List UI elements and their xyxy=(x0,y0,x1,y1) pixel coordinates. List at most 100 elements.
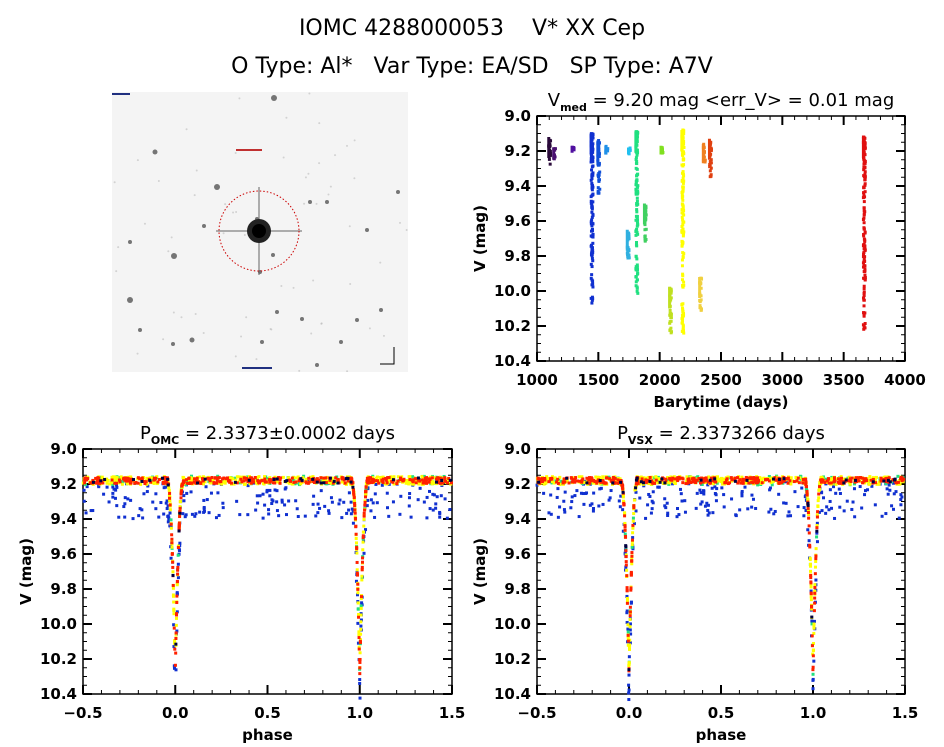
data-point xyxy=(699,491,703,495)
data-point xyxy=(319,481,323,485)
data-point xyxy=(635,159,639,163)
x-tick-label: 0.0 xyxy=(616,704,643,722)
data-point xyxy=(597,504,601,508)
data-point xyxy=(585,481,589,485)
data-point xyxy=(117,478,121,482)
data-point xyxy=(358,678,362,682)
data-point xyxy=(273,488,277,492)
data-point xyxy=(145,490,149,494)
data-point xyxy=(764,478,768,482)
data-point xyxy=(858,476,862,480)
data-point xyxy=(646,503,650,507)
image-label-mark xyxy=(112,93,130,95)
data-point xyxy=(412,482,416,486)
data-point xyxy=(806,511,810,515)
data-point xyxy=(280,500,284,504)
data-point xyxy=(668,328,672,332)
data-point xyxy=(334,481,338,485)
data-point xyxy=(676,476,680,480)
data-point xyxy=(681,319,685,323)
data-point xyxy=(181,475,185,479)
data-point xyxy=(91,509,95,513)
data-point xyxy=(547,511,551,515)
data-point xyxy=(268,494,272,498)
data-point xyxy=(707,475,711,479)
data-point xyxy=(623,532,627,536)
data-point xyxy=(682,157,686,161)
data-point xyxy=(759,479,763,483)
data-point xyxy=(626,250,630,254)
data-point xyxy=(175,612,179,616)
data-point xyxy=(330,500,334,504)
data-point xyxy=(94,476,98,480)
data-point xyxy=(360,595,364,599)
data-point xyxy=(807,516,811,520)
data-point xyxy=(129,475,133,479)
sky-image-canvas xyxy=(112,92,408,372)
data-point xyxy=(709,161,713,165)
data-point xyxy=(649,511,653,515)
data-point xyxy=(631,526,635,530)
data-point xyxy=(598,478,602,482)
data-point xyxy=(332,479,336,483)
data-point xyxy=(830,506,834,510)
data-point xyxy=(792,480,796,484)
data-point xyxy=(833,477,837,481)
data-point xyxy=(772,512,776,516)
data-point xyxy=(713,477,717,481)
data-point xyxy=(824,477,828,481)
data-point xyxy=(376,479,380,483)
data-point xyxy=(425,495,429,499)
data-point xyxy=(809,585,813,589)
data-point xyxy=(590,207,594,211)
data-point xyxy=(643,237,647,241)
data-point xyxy=(635,476,639,480)
data-point xyxy=(701,477,705,481)
data-point xyxy=(810,619,814,623)
data-point xyxy=(431,508,435,512)
data-point xyxy=(862,287,866,291)
data-point xyxy=(624,563,628,567)
data-point xyxy=(812,622,816,626)
data-point xyxy=(543,478,547,482)
data-point xyxy=(675,515,679,519)
data-point xyxy=(628,610,632,614)
faint-star xyxy=(292,286,295,289)
data-point xyxy=(680,244,684,248)
data-point xyxy=(635,244,639,248)
data-point xyxy=(802,506,806,510)
data-point xyxy=(174,642,178,646)
data-point xyxy=(694,481,698,485)
data-point xyxy=(121,480,125,484)
data-point xyxy=(221,501,225,505)
data-point xyxy=(357,630,361,634)
data-point xyxy=(590,205,594,209)
data-point xyxy=(443,497,447,501)
data-point xyxy=(853,478,857,482)
data-point xyxy=(666,480,670,484)
faint-star xyxy=(202,332,205,335)
faint-star xyxy=(304,176,307,179)
y-tick-label: 9.4 xyxy=(50,510,77,528)
data-point xyxy=(154,507,158,511)
data-point xyxy=(364,490,368,494)
data-point xyxy=(634,486,638,490)
data-point xyxy=(634,490,638,494)
data-point xyxy=(695,491,699,495)
data-point xyxy=(632,498,636,502)
data-point xyxy=(432,493,436,497)
data-point xyxy=(893,478,897,482)
data-point xyxy=(650,475,654,479)
faint-star xyxy=(310,332,313,335)
data-point xyxy=(682,140,686,144)
y-tick-label: 10.2 xyxy=(494,317,531,335)
data-point xyxy=(634,158,638,162)
data-point xyxy=(805,485,809,489)
sky-finder-image xyxy=(112,92,408,372)
data-point xyxy=(681,170,685,174)
data-point xyxy=(349,500,353,504)
data-point xyxy=(407,496,411,500)
data-point xyxy=(563,490,567,494)
data-point xyxy=(681,208,685,212)
data-band xyxy=(552,147,556,160)
